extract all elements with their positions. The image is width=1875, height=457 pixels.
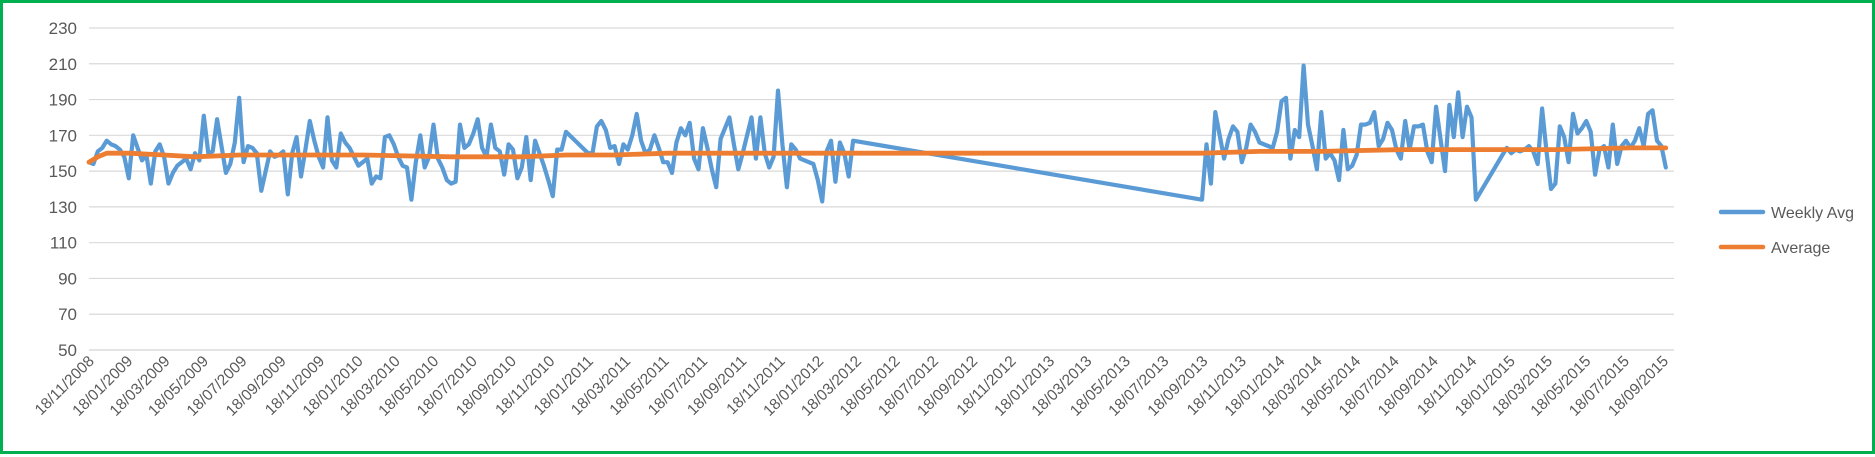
y-tick-label: 90: [58, 269, 77, 288]
y-tick-label: 130: [49, 198, 77, 217]
y-tick-label: 150: [49, 162, 77, 181]
y-tick-label: 210: [49, 55, 77, 74]
legend-label: Weekly Avg: [1771, 205, 1854, 222]
y-tick-label: 170: [49, 126, 77, 145]
line-chart: 50 70 90 110 130 150 170 190 210 230 18/11/200818…: [32, 19, 1854, 420]
legend: Weekly Avg Average: [1718, 205, 1854, 257]
series-lines: [86, 63, 1669, 204]
legend-label: Average: [1771, 240, 1830, 257]
y-tick-label: 70: [58, 305, 77, 324]
y-tick-label: 190: [49, 91, 77, 110]
y-tick-label: 230: [49, 19, 77, 38]
y-tick-label: 50: [58, 341, 77, 360]
series-line-weekly-avg: [86, 63, 1668, 204]
y-axis: 50 70 90 110 130 150 170 190 210 230: [49, 19, 77, 360]
gridlines: [89, 27, 1674, 351]
y-tick-label: 110: [50, 234, 77, 253]
x-axis: 18/11/200818/01/200918/03/200918/05/2009…: [32, 349, 1674, 420]
series-line-average: [86, 145, 1669, 165]
